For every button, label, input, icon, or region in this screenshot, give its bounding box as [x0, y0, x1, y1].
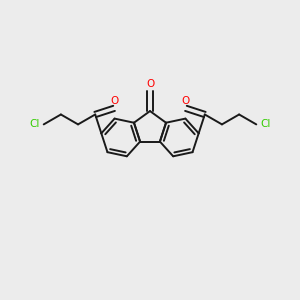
Text: Cl: Cl: [29, 119, 40, 129]
Text: O: O: [147, 79, 155, 89]
Text: O: O: [182, 95, 190, 106]
Text: Cl: Cl: [260, 119, 271, 129]
Text: O: O: [110, 95, 118, 106]
